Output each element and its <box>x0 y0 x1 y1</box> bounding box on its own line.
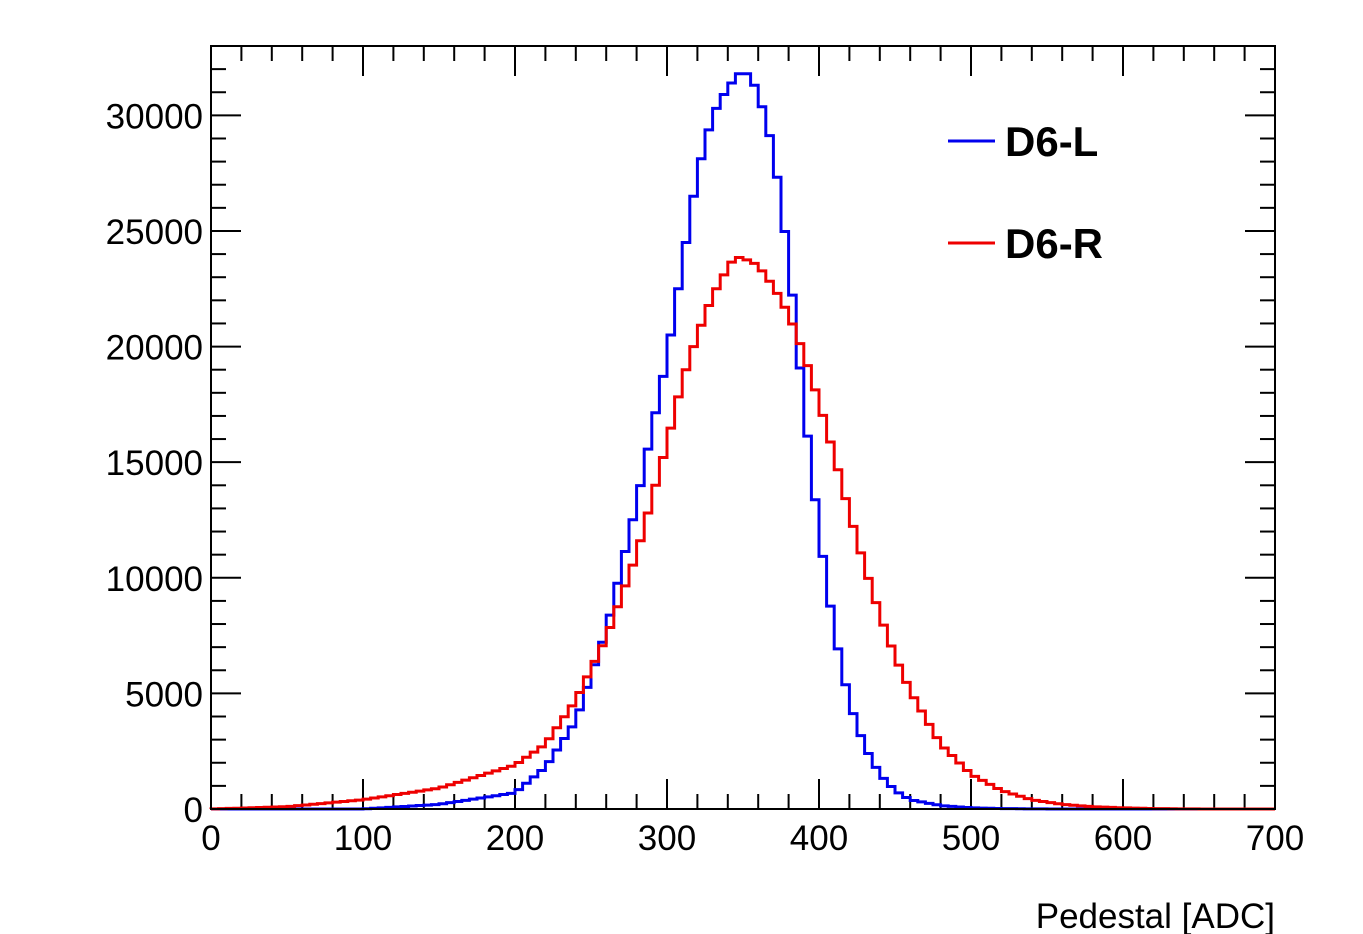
series-layer <box>211 74 1275 809</box>
series-line-d6-l <box>211 74 1275 809</box>
plot-frame <box>211 46 1275 809</box>
legend-label: D6-R <box>1005 220 1103 267</box>
x-tick-label: 500 <box>942 819 1000 858</box>
x-tick-label: 100 <box>334 819 392 858</box>
y-tick-label: 0 <box>184 791 203 830</box>
x-tick-label: 300 <box>638 819 696 858</box>
y-tick-label: 25000 <box>106 213 203 252</box>
x-tick-label: 0 <box>201 819 220 858</box>
y-tick-label: 30000 <box>106 97 203 136</box>
y-tick-labels: 0 5000 10000 15000 20000 25000 30000 <box>106 97 203 830</box>
x-tick-labels: 0 100 200 300 400 500 600 700 <box>201 819 1304 858</box>
x-tick-label: 700 <box>1246 819 1304 858</box>
x-axis-title: Pedestal [ADC] <box>1036 897 1275 934</box>
x-tick-label: 600 <box>1094 819 1152 858</box>
legend-label: D6-L <box>1005 118 1098 165</box>
y-tick-label: 20000 <box>106 329 203 368</box>
axis-ticks <box>211 46 1275 809</box>
y-tick-label: 5000 <box>125 675 203 714</box>
series-line-d6-r <box>211 258 1275 809</box>
y-tick-label: 10000 <box>106 560 203 599</box>
legend: D6-L D6-R <box>948 118 1103 267</box>
x-tick-label: 400 <box>790 819 848 858</box>
y-tick-label: 15000 <box>106 444 203 483</box>
x-tick-label: 200 <box>486 819 544 858</box>
